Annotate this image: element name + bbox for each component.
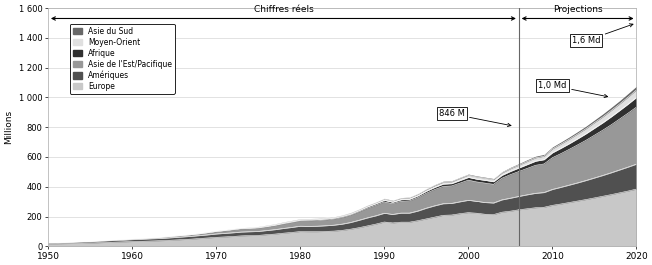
Legend: Asie du Sud, Moyen-Orient, Afrique, Asie de l'Est/Pacifique, Amériques, Europe: Asie du Sud, Moyen-Orient, Afrique, Asie…: [70, 24, 175, 94]
Text: 846 M: 846 M: [439, 109, 511, 127]
Text: 1,6 Md: 1,6 Md: [572, 24, 633, 45]
Text: Chiffres réels: Chiffres réels: [254, 5, 313, 14]
Text: 1,0 Md: 1,0 Md: [538, 81, 608, 98]
Text: Projections: Projections: [553, 5, 602, 14]
Y-axis label: Millions: Millions: [4, 110, 13, 144]
